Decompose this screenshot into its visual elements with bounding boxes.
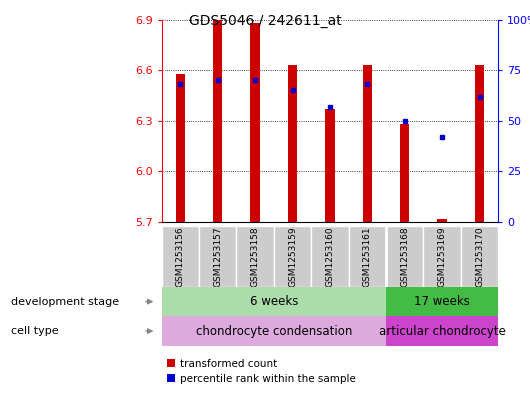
Legend: transformed count, percentile rank within the sample: transformed count, percentile rank withi… (167, 359, 356, 384)
Bar (162, 316, 386, 346)
Bar (274, 226, 311, 287)
Bar (386, 287, 498, 316)
Text: GSM1253160: GSM1253160 (325, 226, 334, 287)
Bar (475, 65, 484, 222)
Bar (400, 124, 409, 222)
Bar (437, 219, 447, 222)
Bar (288, 65, 297, 222)
Text: 6 weeks: 6 weeks (250, 295, 298, 308)
Text: GSM1253157: GSM1253157 (213, 226, 222, 287)
Text: cell type: cell type (11, 326, 58, 336)
Bar (423, 226, 461, 287)
Bar (349, 226, 386, 287)
Text: chondrocyte condensation: chondrocyte condensation (196, 325, 352, 338)
Text: GSM1253168: GSM1253168 (400, 226, 409, 287)
Text: GSM1253158: GSM1253158 (251, 226, 260, 287)
Text: GSM1253156: GSM1253156 (176, 226, 185, 287)
Bar (325, 109, 334, 222)
Bar (251, 23, 260, 222)
Bar (162, 226, 199, 287)
Text: GSM1253159: GSM1253159 (288, 226, 297, 287)
Text: GSM1253169: GSM1253169 (438, 226, 447, 287)
Bar (386, 226, 423, 287)
Bar (175, 73, 185, 222)
Bar (236, 226, 274, 287)
Bar (386, 316, 498, 346)
Bar (311, 226, 349, 287)
Text: GSM1253170: GSM1253170 (475, 226, 484, 287)
Text: development stage: development stage (11, 297, 119, 307)
Text: articular chondrocyte: articular chondrocyte (378, 325, 506, 338)
Bar (461, 226, 498, 287)
Text: GSM1253161: GSM1253161 (363, 226, 372, 287)
Text: 17 weeks: 17 weeks (414, 295, 470, 308)
Text: GDS5046 / 242611_at: GDS5046 / 242611_at (189, 14, 341, 28)
Bar (363, 65, 372, 222)
Bar (162, 287, 386, 316)
Bar (199, 226, 236, 287)
Bar (213, 20, 223, 222)
